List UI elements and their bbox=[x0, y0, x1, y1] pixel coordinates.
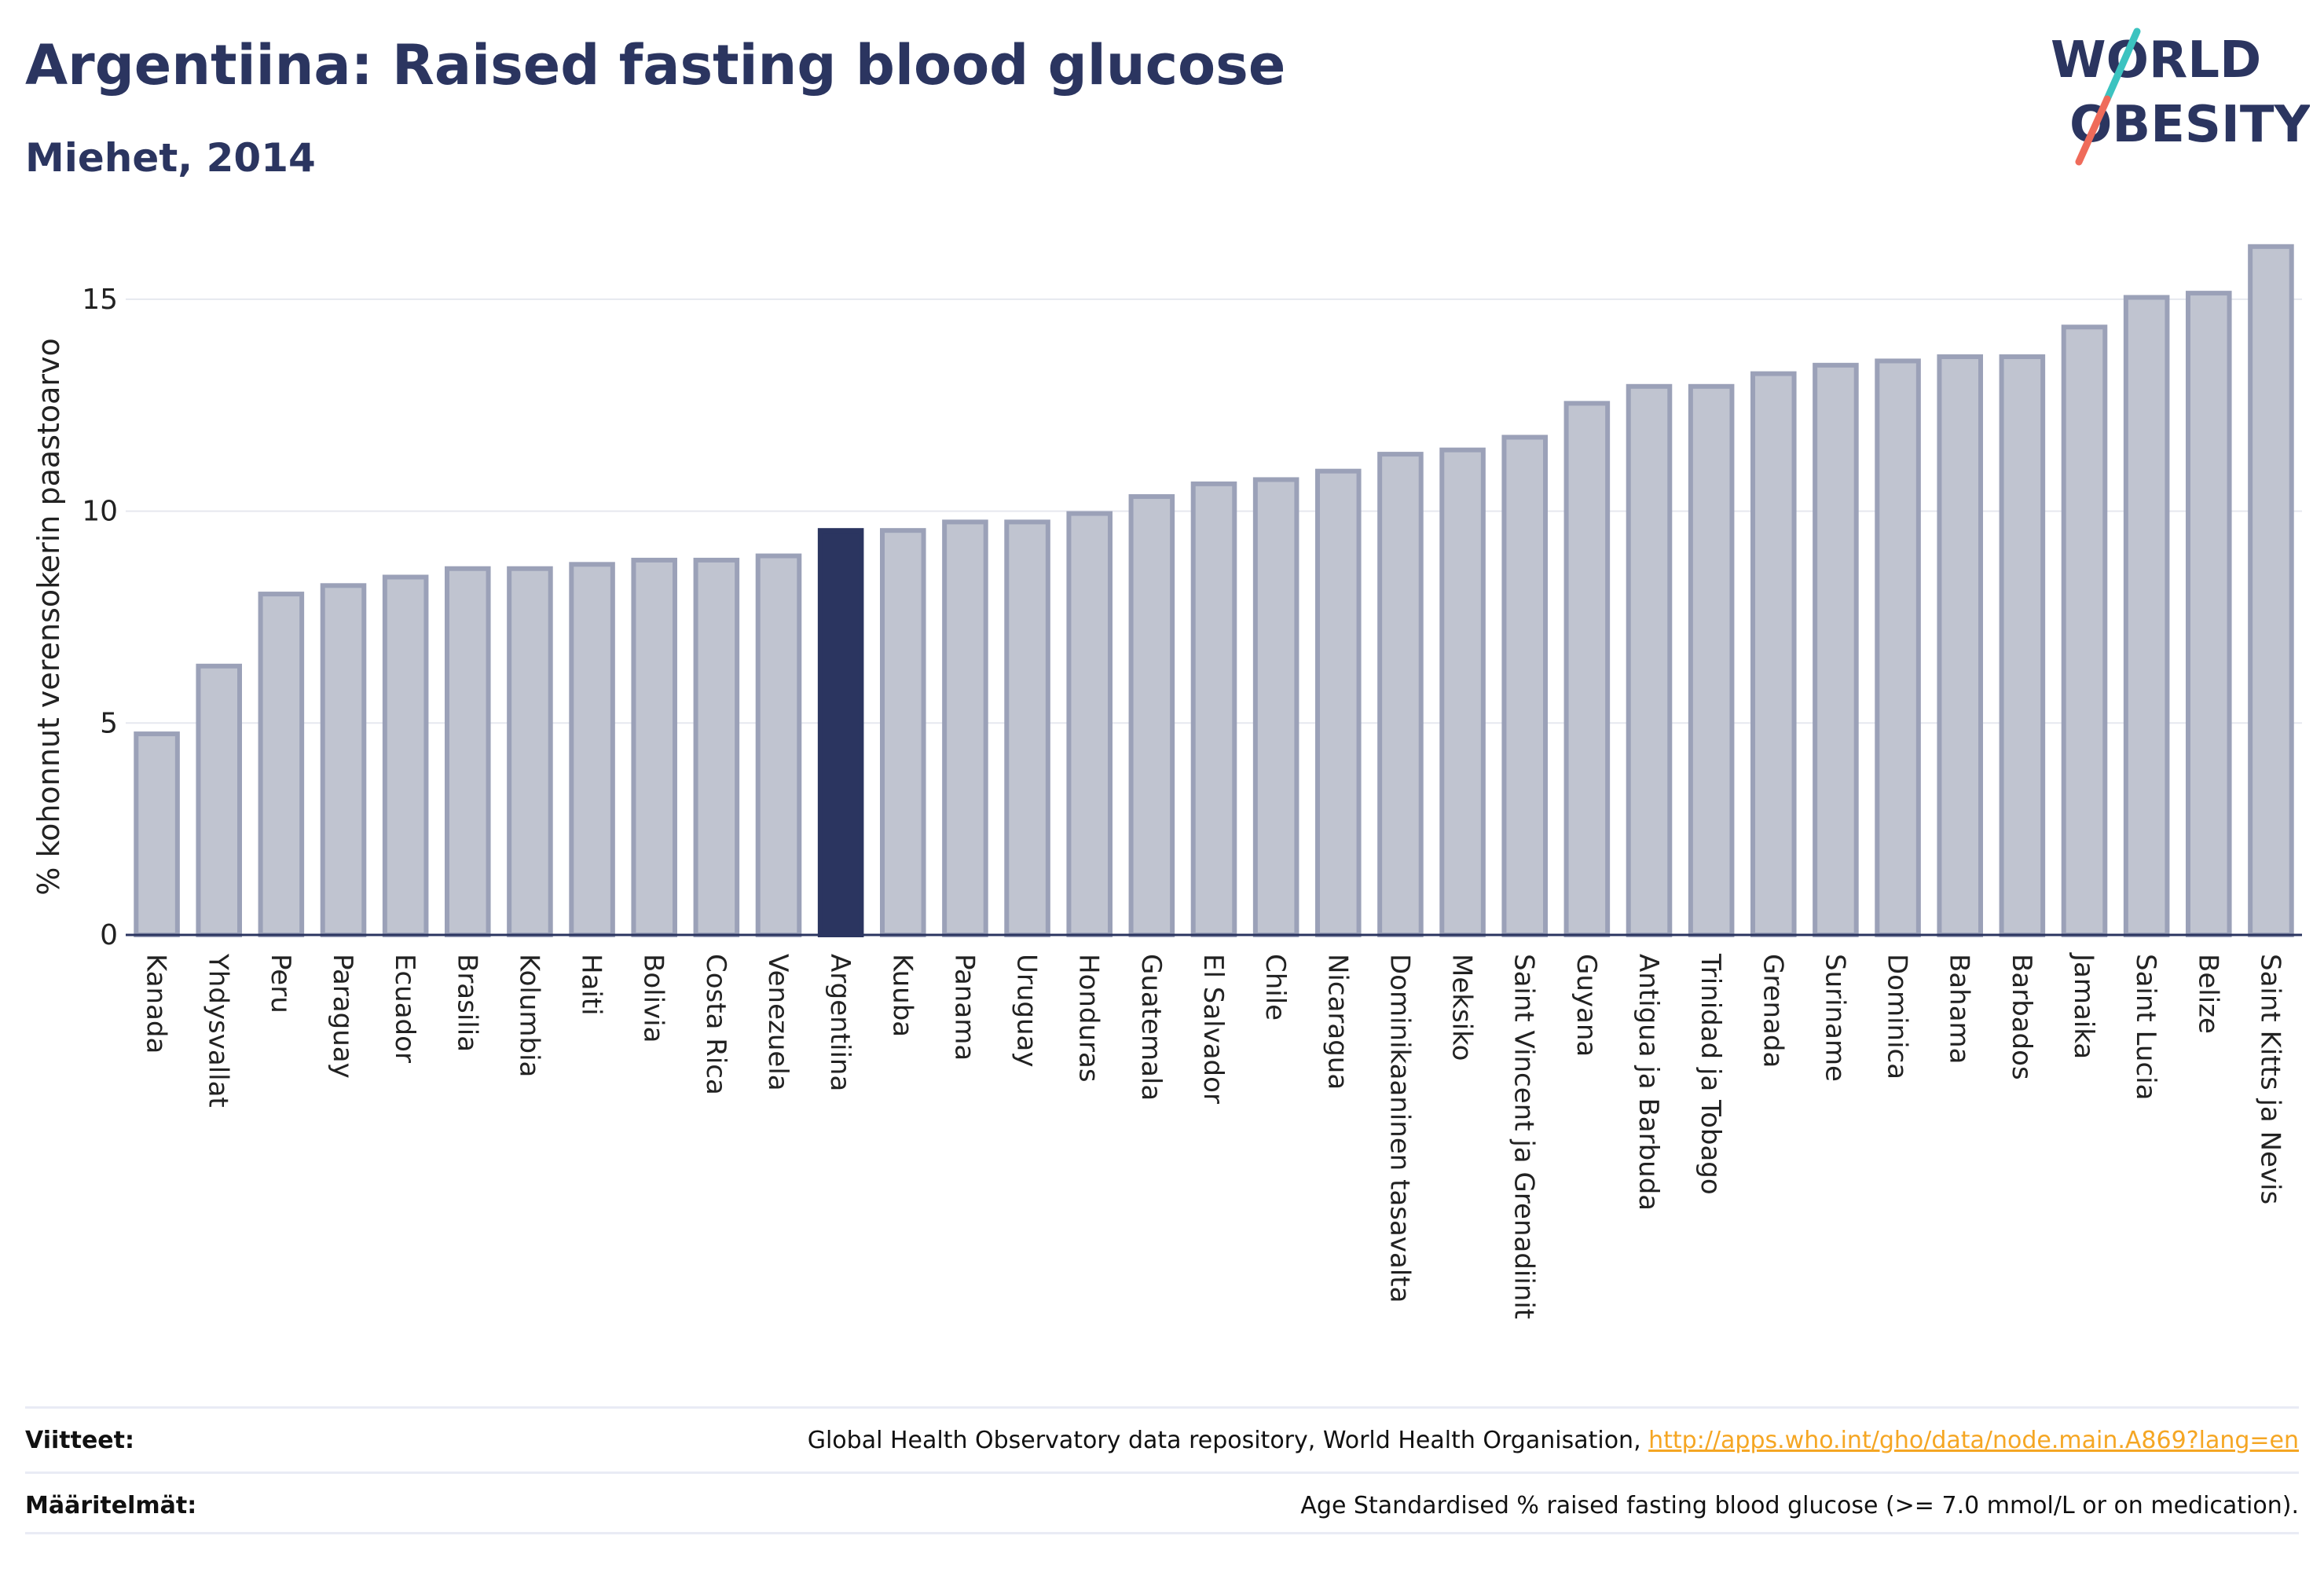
bar bbox=[507, 566, 553, 938]
bar bbox=[1999, 354, 2046, 938]
x-tick-label: Kolumbia bbox=[513, 954, 544, 1077]
x-tick-label: Barbados bbox=[2006, 954, 2037, 1080]
bar-highlighted bbox=[817, 528, 864, 937]
bar bbox=[1066, 511, 1113, 937]
x-tick-label: Belize bbox=[2192, 954, 2223, 1034]
x-tick-label: Dominica bbox=[1882, 954, 1913, 1079]
bar bbox=[2061, 324, 2108, 938]
x-tick-label: Grenada bbox=[1757, 954, 1788, 1068]
x-tick-label: Saint Vincent ja Grenadiinit bbox=[1508, 954, 1540, 1319]
bars bbox=[134, 244, 2294, 938]
x-tick-label: El Salvador bbox=[1197, 954, 1229, 1104]
logo-slash-bottom bbox=[2075, 95, 2111, 166]
x-tick-label: Saint Lucia bbox=[2130, 954, 2161, 1100]
bar bbox=[382, 574, 429, 937]
bar bbox=[2123, 295, 2170, 937]
x-tick-label: Costa Rica bbox=[700, 954, 731, 1095]
bar bbox=[258, 592, 305, 937]
bar bbox=[320, 583, 367, 937]
x-tick-label: Bahama bbox=[1944, 954, 1975, 1065]
footer-bottom-rule bbox=[25, 1532, 2299, 1534]
x-tick-label: Meksiko bbox=[1446, 954, 1478, 1061]
x-tick-label: Kuuba bbox=[886, 954, 918, 1037]
x-tick-label: Paraguay bbox=[327, 954, 358, 1079]
x-tick-label: Brasilia bbox=[451, 954, 482, 1052]
x-tick-label: Yhdysvallat bbox=[203, 953, 234, 1108]
bar bbox=[1875, 358, 1921, 937]
bar bbox=[755, 553, 802, 938]
y-tick-label: 10 bbox=[82, 496, 118, 528]
x-tick-label: Honduras bbox=[1073, 954, 1105, 1083]
y-tick-label: 5 bbox=[100, 707, 118, 739]
bar bbox=[1626, 383, 1673, 937]
bar bbox=[693, 557, 740, 937]
x-tick-label: Peru bbox=[265, 954, 296, 1013]
bar-chart: 0 5 10 15 Kanada Yhdysvallat Peru Paraguay Ecua… bbox=[31, 244, 2302, 1319]
bar bbox=[1937, 354, 1983, 938]
bar bbox=[134, 731, 180, 937]
bar bbox=[569, 562, 615, 937]
x-tick-label: Venezuela bbox=[762, 954, 794, 1091]
x-tick-label: Trinidad ja Tobago bbox=[1695, 953, 1726, 1195]
definitions-label: Määritelmät: bbox=[25, 1491, 197, 1519]
x-tick-label: Guyana bbox=[1571, 954, 1602, 1057]
x-tick-label: Haiti bbox=[576, 954, 607, 1016]
bar bbox=[1004, 519, 1050, 937]
bar bbox=[1750, 371, 1797, 937]
x-tick-label: Bolivia bbox=[638, 954, 669, 1043]
definitions-row: Määritelmät: Age Standardised % raised f… bbox=[25, 1472, 2299, 1537]
bar bbox=[1563, 401, 1611, 937]
x-tick-label: Saint Kitts ja Nevis bbox=[2254, 954, 2286, 1204]
bar bbox=[1688, 383, 1735, 937]
bar bbox=[445, 566, 491, 938]
x-axis-labels: Kanada Yhdysvallat Peru Paraguay Ecuador Bras… bbox=[141, 952, 2286, 1319]
x-tick-label: Suriname bbox=[1819, 954, 1850, 1082]
sources-link[interactable]: http://apps.who.int/gho/data/node.main.A… bbox=[1648, 1426, 2299, 1454]
bar bbox=[631, 557, 677, 937]
x-tick-label: Ecuador bbox=[389, 954, 420, 1063]
bar bbox=[942, 519, 988, 937]
y-axis-ticks: 0 5 10 15 bbox=[82, 284, 118, 951]
x-tick-label: Nicaragua bbox=[1321, 954, 1353, 1090]
x-tick-label: Argentiina bbox=[824, 954, 856, 1091]
sources-text: Global Health Observatory data repositor… bbox=[807, 1426, 1649, 1454]
bar bbox=[1128, 494, 1175, 937]
x-tick-label: Uruguay bbox=[1011, 954, 1043, 1068]
bar bbox=[1190, 481, 1237, 937]
y-tick-label: 0 bbox=[100, 919, 118, 951]
bar bbox=[1252, 477, 1299, 937]
chart-title: Argentiina: Raised fasting blood glucose bbox=[25, 33, 1286, 97]
y-tick-label: 15 bbox=[82, 284, 118, 316]
logo-line1: WORLD bbox=[2051, 31, 2261, 90]
x-tick-label: Jamaika bbox=[2068, 952, 2099, 1059]
bar bbox=[1315, 468, 1362, 937]
world-obesity-logo: WORLD OBESITY bbox=[2051, 27, 2310, 166]
x-tick-label: Kanada bbox=[141, 954, 172, 1054]
x-tick-label: Panama bbox=[948, 954, 980, 1061]
bar bbox=[1439, 447, 1486, 937]
y-axis-title: % kohonnut verensokerin paastoarvo bbox=[31, 338, 66, 895]
x-tick-label: Dominikaaninen tasavalta bbox=[1384, 954, 1415, 1303]
chart-subtitle: Miehet, 2014 bbox=[25, 135, 316, 181]
bar bbox=[2186, 291, 2232, 937]
x-tick-label: Antigua ja Barbuda bbox=[1633, 954, 1664, 1211]
definitions-text: Age Standardised % raised fasting blood … bbox=[1300, 1491, 2299, 1519]
bar bbox=[2248, 244, 2294, 937]
sources-value: Global Health Observatory data repositor… bbox=[808, 1427, 2299, 1454]
sources-row: Viitteet: Global Health Observatory data… bbox=[25, 1406, 2299, 1472]
logo-line2: OBESITY bbox=[2069, 96, 2310, 154]
logo-slash-top bbox=[2103, 27, 2141, 103]
sources-label: Viitteet: bbox=[25, 1426, 134, 1454]
bar bbox=[1501, 434, 1548, 937]
x-tick-label: Guatemala bbox=[1135, 954, 1167, 1101]
bar bbox=[1377, 452, 1424, 937]
x-tick-label: Chile bbox=[1259, 954, 1291, 1021]
bar bbox=[1813, 362, 1859, 937]
bar bbox=[880, 528, 926, 937]
bar bbox=[196, 663, 242, 938]
